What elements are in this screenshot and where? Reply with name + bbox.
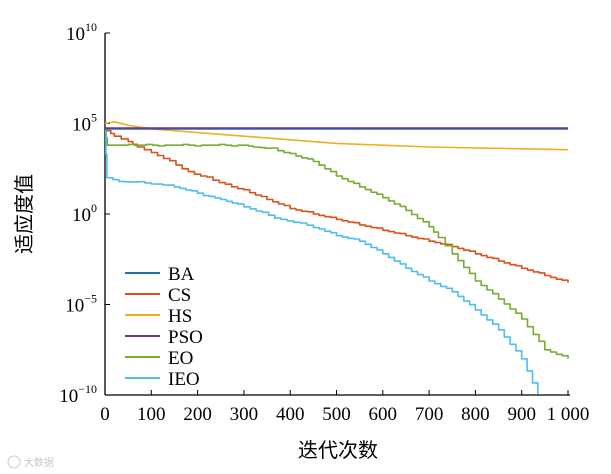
- legend-label-hs: HS: [168, 306, 192, 327]
- y-tick-label: 10−10: [59, 382, 97, 407]
- series-line-eo: [105, 129, 569, 359]
- y-tick-label: 105: [72, 111, 97, 136]
- x-tick-label: 300: [230, 404, 259, 425]
- x-tick-label: 0: [100, 404, 110, 425]
- x-tick-label: 400: [276, 404, 305, 425]
- legend-label-ieo: IEO: [168, 369, 200, 390]
- x-tick-label: 100: [137, 404, 166, 425]
- svg-text:大数据: 大数据: [24, 456, 54, 469]
- y-tick-label: 10−5: [65, 292, 97, 317]
- y-tick-label: 100: [72, 201, 97, 226]
- y-ticks: 10−10 10−5 100 105 1010: [59, 20, 110, 407]
- x-tick-label: 900: [507, 404, 536, 425]
- x-tick-label: 700: [415, 404, 444, 425]
- legend: BA CS HS PSO EO IEO: [125, 264, 203, 390]
- x-ticks: 0 100 200 300 400 500 600 700 800 900 1 000: [100, 390, 589, 425]
- series-line-cs: [105, 128, 569, 283]
- x-axis-title: 迭代次数: [298, 438, 378, 462]
- x-tick-label: 600: [369, 404, 398, 425]
- legend-label-ba: BA: [168, 264, 195, 285]
- legend-label-pso: PSO: [168, 327, 203, 348]
- x-tick-label: 500: [322, 404, 351, 425]
- y-tick-label: 1010: [66, 20, 97, 45]
- legend-label-eo: EO: [168, 348, 193, 369]
- watermark-logo: 大数据: [7, 455, 54, 469]
- x-tick-label: 200: [183, 404, 212, 425]
- x-tick-label: 1 000: [547, 404, 590, 425]
- y-axis-title: 适应度值: [12, 174, 36, 254]
- legend-label-cs: CS: [168, 285, 191, 306]
- series-line-hs: [104, 120, 569, 151]
- x-tick-label: 800: [461, 404, 490, 425]
- series-line-ieo: [105, 129, 539, 395]
- series-lines: [104, 120, 569, 395]
